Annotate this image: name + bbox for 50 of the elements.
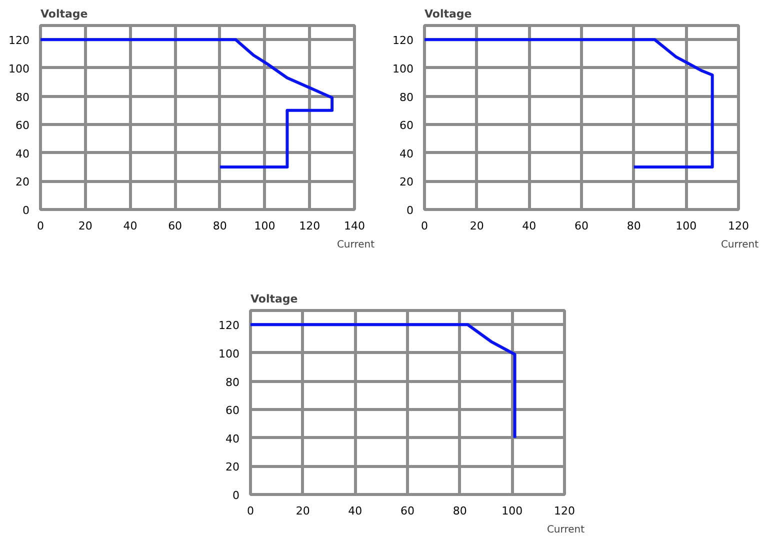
x-tick-label: 20 bbox=[470, 220, 484, 232]
x-tick-label: 80 bbox=[626, 220, 641, 232]
x-tick-label: 20 bbox=[296, 504, 310, 518]
y-tick-label: 0 bbox=[406, 204, 414, 217]
y-axis-title: Voltage bbox=[40, 8, 88, 20]
x-tick-label: 100 bbox=[502, 504, 523, 518]
y-tick-label: 100 bbox=[8, 62, 30, 76]
y-tick-label: 0 bbox=[22, 204, 30, 217]
x-tick-label: 120 bbox=[728, 220, 749, 232]
x-tick-label: 60 bbox=[168, 220, 182, 232]
line-series bbox=[40, 38, 334, 169]
x-tick-label: 0 bbox=[421, 220, 428, 232]
y-axis-title: Voltage bbox=[424, 8, 472, 20]
x-tick-label: 120 bbox=[299, 220, 320, 232]
y-tick-label: 20 bbox=[16, 176, 30, 189]
y-tick-label: 100 bbox=[218, 347, 240, 360]
x-tick-label: 40 bbox=[522, 220, 536, 232]
y-tick-label: 120 bbox=[218, 319, 240, 332]
y-tick-label: 20 bbox=[226, 460, 240, 474]
x-tick-label: 60 bbox=[574, 220, 588, 232]
x-axis-title: Current bbox=[546, 524, 585, 536]
x-tick-label: 40 bbox=[123, 220, 138, 232]
y-tick-label: 60 bbox=[226, 404, 240, 418]
x-tick-label: 120 bbox=[554, 504, 575, 518]
y-tick-label: 40 bbox=[226, 432, 240, 446]
y-axis-title: Voltage bbox=[250, 292, 298, 306]
x-tick-label: 140 bbox=[344, 220, 365, 232]
y-tick-label: 40 bbox=[16, 147, 30, 160]
y-tick-label: 120 bbox=[8, 34, 30, 48]
x-tick-label: 100 bbox=[676, 220, 697, 232]
y-tick-label: 40 bbox=[400, 147, 414, 160]
x-tick-label: 40 bbox=[348, 504, 362, 518]
y-tick-label: 80 bbox=[400, 90, 414, 104]
y-tick-label: 120 bbox=[392, 34, 414, 48]
x-axis-title: Current bbox=[336, 240, 375, 250]
x-tick-label: 20 bbox=[78, 220, 92, 232]
line-series bbox=[250, 323, 516, 440]
y-tick-label: 60 bbox=[16, 119, 30, 132]
x-tick-label: 80 bbox=[452, 504, 467, 518]
line-series bbox=[424, 38, 714, 169]
y-tick-label: 100 bbox=[392, 62, 414, 76]
x-axis-title: Current bbox=[720, 240, 759, 250]
y-tick-label: 80 bbox=[226, 376, 240, 389]
x-tick-label: 100 bbox=[254, 220, 276, 232]
y-tick-label: 0 bbox=[232, 489, 240, 502]
y-tick-label: 60 bbox=[400, 119, 414, 132]
x-tick-label: 0 bbox=[37, 220, 44, 232]
y-tick-label: 20 bbox=[400, 176, 414, 189]
y-tick-label: 80 bbox=[16, 90, 30, 104]
x-tick-label: 0 bbox=[247, 504, 254, 518]
